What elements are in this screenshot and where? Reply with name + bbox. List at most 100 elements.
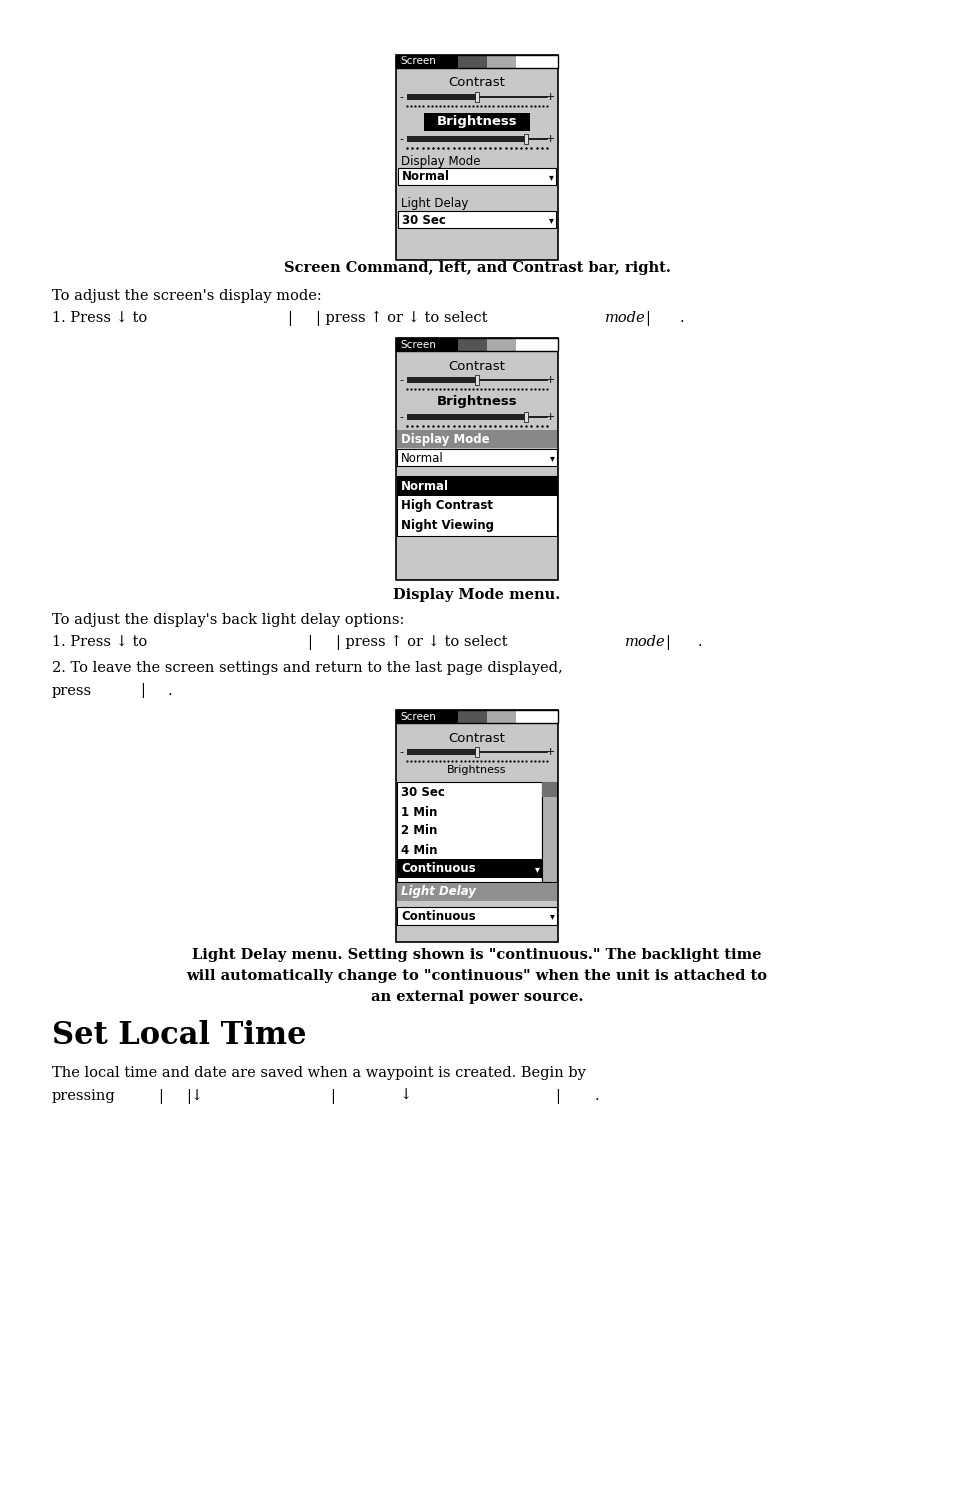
Text: Brightness: Brightness: [436, 396, 517, 409]
Text: .: .: [679, 311, 684, 326]
Text: |: |: [330, 1088, 335, 1103]
Bar: [407, 94, 476, 100]
Text: Light Delay menu. Setting shown is "continuous." The backlight time: Light Delay menu. Setting shown is "cont…: [193, 949, 760, 962]
Bar: [523, 134, 527, 144]
Text: ▾: ▾: [550, 454, 555, 462]
Text: press: press: [52, 684, 92, 697]
Bar: [395, 709, 558, 941]
Text: Normal: Normal: [400, 452, 443, 464]
Text: Display Mode: Display Mode: [400, 433, 489, 446]
Bar: [516, 55, 558, 68]
Bar: [407, 135, 525, 141]
Bar: [475, 746, 478, 757]
Text: 1. Press ↓ to: 1. Press ↓ to: [52, 635, 147, 648]
Bar: [407, 378, 476, 384]
Bar: [395, 338, 457, 351]
Text: 1. Press ↓ to: 1. Press ↓ to: [52, 311, 147, 326]
Text: To adjust the display's back light delay options:: To adjust the display's back light delay…: [52, 613, 404, 628]
Text: +: +: [545, 134, 555, 144]
Bar: [395, 709, 558, 723]
Bar: [475, 375, 478, 385]
Text: +: +: [545, 412, 555, 422]
Bar: [516, 338, 558, 351]
Text: Screen: Screen: [399, 339, 436, 349]
Bar: [541, 782, 557, 882]
Bar: [396, 907, 557, 925]
Text: |: |: [644, 311, 649, 326]
Text: |: |: [307, 635, 313, 650]
Bar: [486, 338, 516, 351]
Text: Light Delay: Light Delay: [400, 885, 476, 898]
Bar: [396, 449, 557, 465]
Text: +: +: [545, 92, 555, 103]
Text: | press ↑ or ↓ to select: | press ↑ or ↓ to select: [335, 635, 512, 650]
Bar: [395, 55, 457, 68]
Text: .: .: [595, 1088, 599, 1103]
Bar: [396, 476, 557, 535]
Text: |↓: |↓: [186, 1088, 203, 1103]
Text: -: -: [398, 92, 402, 103]
Bar: [475, 92, 478, 103]
Text: Brightness: Brightness: [436, 116, 517, 128]
Bar: [396, 859, 541, 877]
Text: To adjust the screen's display mode:: To adjust the screen's display mode:: [52, 288, 321, 303]
Text: 2. To leave the screen settings and return to the last page displayed,: 2. To leave the screen settings and retu…: [52, 662, 562, 675]
Text: Night Viewing: Night Viewing: [400, 519, 494, 532]
Text: ▾: ▾: [548, 216, 554, 225]
Text: The local time and date are saved when a waypoint is created. Begin by: The local time and date are saved when a…: [52, 1066, 585, 1080]
Text: 4 Min: 4 Min: [400, 843, 437, 857]
Text: |: |: [664, 635, 669, 650]
Text: Continuous: Continuous: [400, 862, 476, 876]
Text: pressing: pressing: [52, 1088, 115, 1103]
Text: .: .: [698, 635, 702, 648]
Text: Display Mode: Display Mode: [400, 155, 480, 168]
Text: Display Mode menu.: Display Mode menu.: [393, 587, 560, 602]
Bar: [407, 413, 525, 419]
Text: -: -: [398, 375, 402, 385]
Bar: [407, 749, 476, 755]
Text: 1 Min: 1 Min: [400, 806, 436, 818]
Text: -: -: [398, 412, 402, 422]
Bar: [486, 709, 516, 723]
Text: Set Local Time: Set Local Time: [52, 1020, 306, 1050]
Bar: [395, 55, 558, 68]
Bar: [397, 211, 556, 228]
Text: |: |: [555, 1088, 559, 1103]
Text: -: -: [398, 746, 402, 757]
Text: Screen: Screen: [399, 57, 436, 67]
Text: an external power source.: an external power source.: [371, 990, 582, 1004]
Bar: [523, 412, 527, 422]
Text: mode: mode: [604, 311, 645, 326]
Text: High Contrast: High Contrast: [400, 500, 493, 513]
Bar: [396, 782, 541, 882]
Bar: [397, 168, 556, 184]
Text: |: |: [287, 311, 293, 326]
Text: .: .: [168, 684, 172, 697]
Bar: [457, 55, 486, 68]
Text: 30 Sec: 30 Sec: [401, 214, 445, 226]
Text: |: |: [140, 684, 145, 699]
Text: +: +: [545, 746, 555, 757]
Text: +: +: [545, 375, 555, 385]
Text: Brightness: Brightness: [447, 764, 506, 775]
Text: Continuous: Continuous: [400, 910, 476, 922]
Bar: [424, 113, 529, 131]
Text: 30 Sec: 30 Sec: [400, 787, 444, 800]
Text: -: -: [398, 134, 402, 144]
Bar: [396, 430, 557, 448]
Text: Normal: Normal: [401, 171, 450, 183]
Bar: [457, 709, 486, 723]
Text: Contrast: Contrast: [448, 360, 505, 373]
Text: ▾: ▾: [548, 172, 554, 181]
Bar: [541, 782, 557, 797]
Bar: [395, 709, 457, 723]
Text: Screen Command, left, and Contrast bar, right.: Screen Command, left, and Contrast bar, …: [283, 262, 670, 275]
Text: |: |: [158, 1088, 163, 1103]
Text: Screen: Screen: [399, 711, 436, 721]
Text: will automatically change to "continuous" when the unit is attached to: will automatically change to "continuous…: [186, 970, 767, 983]
Bar: [486, 55, 516, 68]
Text: ▾: ▾: [550, 912, 555, 920]
Text: Normal: Normal: [400, 479, 449, 492]
Bar: [395, 338, 558, 351]
Text: Contrast: Contrast: [448, 732, 505, 745]
